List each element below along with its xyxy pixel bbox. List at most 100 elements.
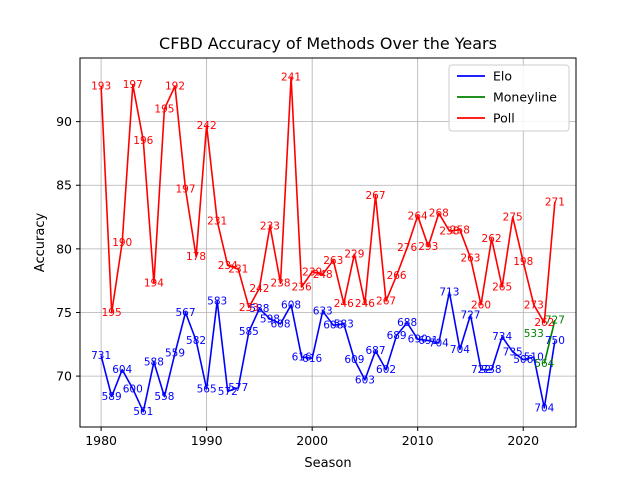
elo-data-label: 616 bbox=[302, 353, 322, 365]
poll-data-label: 248 bbox=[313, 269, 333, 281]
poll-data-label: 241 bbox=[281, 72, 301, 84]
elo-data-label: 704 bbox=[534, 402, 554, 414]
elo-data-label: 600 bbox=[123, 383, 143, 395]
moneyline-series-line bbox=[543, 319, 556, 364]
elo-data-label: 691 bbox=[418, 335, 438, 347]
moneyline-data-label: 564 bbox=[534, 358, 554, 370]
poll-data-label: 194 bbox=[144, 278, 164, 290]
elo-data-label: 602 bbox=[376, 364, 396, 376]
chart-title: CFBD Accuracy of Methods Over the Years bbox=[159, 34, 497, 53]
tick-layer: 1980 1990 2000 2010 2020 70 75 80 85 90 bbox=[56, 114, 539, 448]
elo-data-label: 689 bbox=[387, 330, 407, 342]
plot-frame bbox=[79, 57, 577, 428]
elo-data-label: 633 bbox=[313, 306, 333, 318]
elo-data-label: 608 bbox=[323, 320, 343, 332]
poll-data-label: 264 bbox=[408, 210, 428, 222]
poll-data-label: 231 bbox=[228, 264, 248, 276]
poll-data-label: 178 bbox=[186, 251, 206, 263]
poll-data-label: 263 bbox=[460, 252, 480, 264]
poll-data-label: 265 bbox=[492, 282, 512, 294]
elo-data-label: 704 bbox=[429, 338, 449, 350]
y-tick-label: 90 bbox=[56, 114, 72, 129]
elo-data-label: 738 bbox=[482, 364, 502, 376]
elo-data-label: 608 bbox=[270, 318, 290, 330]
poll-data-label: 258 bbox=[450, 224, 470, 236]
poll-data-label: 275 bbox=[503, 212, 523, 224]
poll-data-label: 273 bbox=[524, 299, 544, 311]
poll-series-line bbox=[100, 76, 556, 324]
poll-data-label: 195 bbox=[102, 307, 122, 319]
elo-data-label: 577 bbox=[228, 382, 248, 394]
elo-data-label: 558 bbox=[154, 391, 174, 403]
elo-data-label: 561 bbox=[133, 406, 153, 418]
elo-data-label: 722 bbox=[471, 364, 491, 376]
elo-data-label: 616 bbox=[292, 352, 312, 364]
elo-data-label: 688 bbox=[397, 317, 417, 329]
y-tick-label: 80 bbox=[56, 241, 72, 256]
poll-data-label: 276 bbox=[397, 242, 417, 254]
poll-data-label: 234 bbox=[218, 260, 238, 272]
y-tick-label: 85 bbox=[56, 178, 72, 193]
legend-box bbox=[448, 64, 570, 132]
poll-data-label: 267 bbox=[376, 296, 396, 308]
poll-data-label: 242 bbox=[197, 120, 217, 132]
elo-data-label: 583 bbox=[207, 296, 227, 308]
poll-data-label: 238 bbox=[270, 278, 290, 290]
moneyline-legend-label: Moneyline bbox=[493, 90, 557, 105]
data-label-layer: 7315896046005615885585595675825655835725… bbox=[91, 72, 565, 419]
poll-data-label: 193 bbox=[91, 80, 111, 92]
elo-data-label: 609 bbox=[344, 354, 364, 366]
elo-data-label: 731 bbox=[91, 350, 111, 362]
elo-data-label: 506 bbox=[513, 354, 533, 366]
poll-data-label: 197 bbox=[123, 79, 143, 91]
x-tick-label: 1990 bbox=[191, 433, 223, 448]
poll-data-label: 198 bbox=[513, 256, 533, 268]
poll-data-label: 271 bbox=[545, 196, 565, 208]
poll-data-label: 233 bbox=[260, 220, 280, 232]
elo-data-label: 735 bbox=[503, 346, 523, 358]
elo-data-label: 583 bbox=[334, 318, 354, 330]
poll-data-label: 229 bbox=[344, 248, 364, 260]
elo-data-label: 567 bbox=[176, 307, 196, 319]
elo-data-label: 750 bbox=[545, 335, 565, 347]
poll-data-label: 262 bbox=[482, 233, 502, 245]
elo-data-label: 727 bbox=[460, 310, 480, 322]
poll-data-label: 266 bbox=[387, 270, 407, 282]
poll-data-label: 239 bbox=[302, 266, 322, 278]
moneyline-data-label: 727 bbox=[545, 315, 565, 327]
poll-data-label: 195 bbox=[154, 103, 174, 115]
elo-data-label: 585 bbox=[239, 326, 259, 338]
elo-data-label: 572 bbox=[218, 386, 238, 398]
elo-data-label: 565 bbox=[197, 383, 217, 395]
poll-data-label: 293 bbox=[418, 241, 438, 253]
elo-data-label: 608 bbox=[281, 299, 301, 311]
elo-data-label: 582 bbox=[186, 335, 206, 347]
elo-data-label: 588 bbox=[144, 357, 164, 369]
elo-data-label: 598 bbox=[260, 313, 280, 325]
elo-data-label: 713 bbox=[439, 287, 459, 299]
elo-data-label: 603 bbox=[355, 374, 375, 386]
poll-data-label: 262 bbox=[534, 317, 554, 329]
poll-data-label: 197 bbox=[176, 184, 196, 196]
poll-data-label: 263 bbox=[323, 255, 343, 267]
y-tick-label: 70 bbox=[56, 369, 72, 384]
elo-data-label: 589 bbox=[102, 391, 122, 403]
poll-data-label: 246 bbox=[334, 298, 354, 310]
legend: Elo Moneyline Poll bbox=[448, 64, 570, 132]
elo-data-label: 734 bbox=[492, 331, 512, 343]
elo-data-label: 588 bbox=[249, 303, 269, 315]
poll-data-label: 238 bbox=[439, 226, 459, 238]
poll-data-label: 260 bbox=[471, 299, 491, 311]
x-tick-label: 2020 bbox=[507, 433, 539, 448]
poll-data-label: 190 bbox=[112, 237, 132, 249]
elo-series-line bbox=[100, 291, 556, 413]
x-tick-label: 2000 bbox=[296, 433, 328, 448]
poll-data-label: 236 bbox=[292, 282, 312, 294]
elo-data-label: 690 bbox=[408, 334, 428, 346]
poll-data-label: 233 bbox=[239, 302, 259, 314]
poll-data-label: 246 bbox=[355, 298, 375, 310]
x-axis-label: Season bbox=[304, 456, 351, 471]
poll-data-label: 242 bbox=[249, 283, 269, 295]
